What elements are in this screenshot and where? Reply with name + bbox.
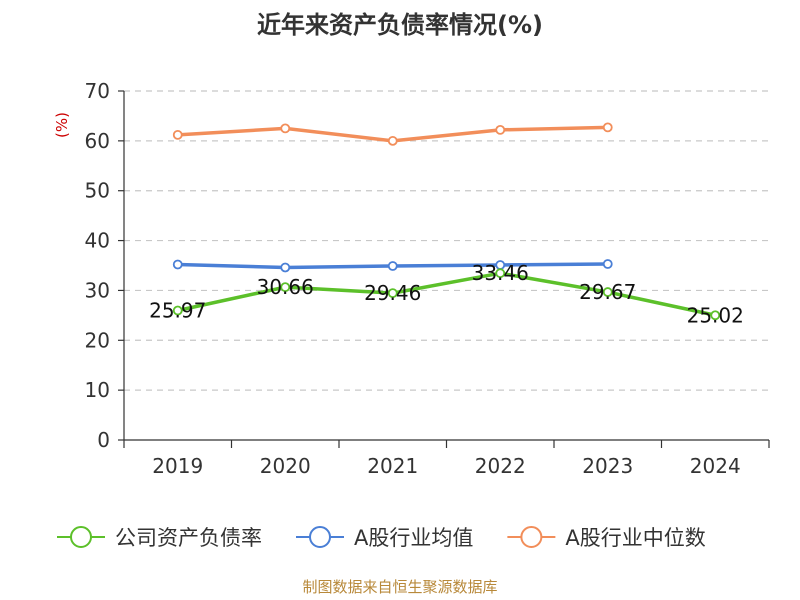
legend-marker	[309, 526, 331, 548]
legend-marker	[520, 526, 543, 548]
legend-marker	[70, 526, 92, 548]
chart-title: 近年来资产负债率情况(%)	[257, 11, 543, 39]
x-tick-label: 2021	[367, 454, 418, 478]
data-label: 33.46	[472, 261, 529, 285]
data-point	[602, 122, 613, 133]
axes: 0 10 20 30 40 50 60 70 2019 2020 2021 2022 2023 2024	[85, 79, 770, 478]
data-labels: 25.97 30.66 29.46 33.46 29.67 25.02	[149, 261, 744, 327]
x-tick-label: 2024	[690, 454, 741, 478]
y-tick-label: 20	[85, 328, 110, 352]
data-point	[387, 261, 398, 271]
legend-label: 公司资产负债率	[115, 526, 262, 550]
data-point	[495, 124, 506, 135]
legend-label: A股行业均值	[354, 526, 473, 550]
x-tick-label: 2019	[152, 454, 203, 478]
data-point	[172, 129, 183, 140]
data-point	[172, 259, 183, 270]
data-label: 25.97	[149, 299, 206, 323]
x-tick-label: 2023	[582, 454, 633, 478]
legend-label: A股行业中位数	[565, 526, 705, 550]
data-label: 29.46	[364, 281, 421, 305]
data-label: 30.66	[257, 275, 314, 299]
x-tick-label: 2022	[475, 454, 526, 478]
data-point	[280, 262, 291, 273]
y-tick-label: 60	[85, 129, 110, 153]
data-point	[387, 135, 398, 146]
data-label: 29.67	[579, 280, 636, 304]
y-tick-label: 70	[85, 79, 110, 103]
source-note: 制图数据来自恒生聚源数据库	[302, 578, 497, 596]
series-line	[177, 271, 716, 317]
data-point	[387, 288, 398, 299]
legend: 公司资产负债率 A股行业均值 A股行业中位数	[57, 526, 706, 550]
series-lines	[172, 122, 721, 321]
data-point	[602, 259, 613, 269]
data-point	[280, 282, 291, 293]
y-tick-label: 10	[85, 378, 110, 402]
data-point	[710, 310, 721, 321]
data-point	[495, 268, 506, 279]
data-point	[280, 123, 291, 134]
y-tick-label: 40	[85, 229, 110, 253]
y-tick-label: 50	[85, 179, 110, 203]
data-point	[172, 305, 183, 316]
y-tick-label: 30	[85, 278, 110, 302]
data-point	[602, 287, 613, 297]
grid-lines	[124, 90, 769, 391]
x-tick-label: 2020	[260, 454, 311, 478]
data-label: 25.02	[687, 303, 744, 327]
y-axis-unit-label: (%)	[53, 112, 71, 138]
y-tick-label: 0	[97, 428, 110, 452]
